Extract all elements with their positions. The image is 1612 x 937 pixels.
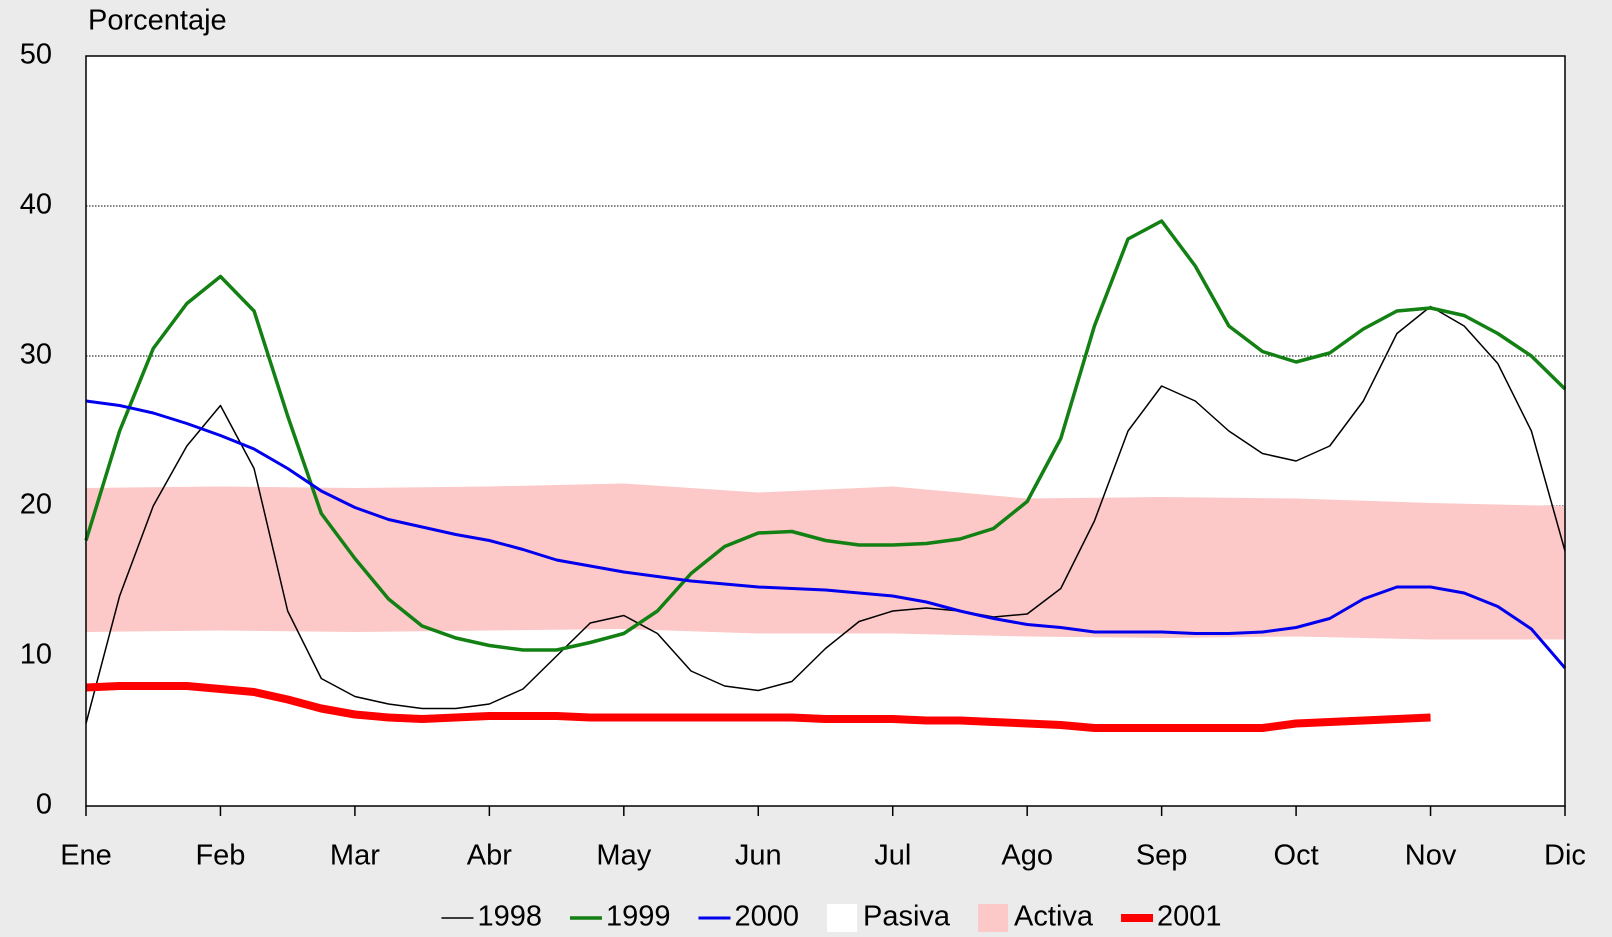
plot-border (85, 55, 1566, 807)
x-tick-label: Nov (1405, 840, 1457, 872)
y-tick-label: 0 (36, 789, 52, 821)
legend-label: 2001 (1157, 901, 1222, 933)
x-tick-label: May (596, 840, 651, 872)
y-tick-label: 10 (20, 639, 52, 671)
x-tick-label: Oct (1274, 840, 1319, 872)
area (86, 483, 1565, 640)
legend-swatch (827, 904, 857, 932)
x-tick-label: Ene (60, 840, 112, 872)
x-tick-label: Sep (1136, 840, 1188, 872)
legend-label: Pasiva (863, 901, 951, 933)
y-tick-label: 40 (20, 189, 52, 221)
x-tick-label: Jul (874, 840, 911, 872)
y-tick-label: 30 (20, 339, 52, 371)
x-tick-label: Dic (1544, 840, 1586, 872)
legend-label: 2000 (734, 901, 799, 933)
line (85, 682, 1431, 732)
x-tick-label: Ago (1001, 840, 1053, 872)
x-tick-label: Mar (330, 840, 380, 872)
x-tick-label: Abr (467, 840, 512, 872)
legend-label: 1999 (606, 901, 671, 933)
line (85, 305, 1566, 724)
line (84, 219, 1567, 652)
y-axis-label: Porcentaje (88, 5, 227, 37)
x-tick-label: Jun (735, 840, 782, 872)
legend-label: Activa (1014, 901, 1094, 933)
x-tick-label: Feb (195, 840, 245, 872)
y-tick-label: 20 (20, 489, 52, 521)
line (85, 399, 1567, 669)
legend-swatch (978, 904, 1009, 932)
y-tick-label: 50 (20, 39, 52, 71)
legend-label: 1998 (477, 901, 542, 933)
